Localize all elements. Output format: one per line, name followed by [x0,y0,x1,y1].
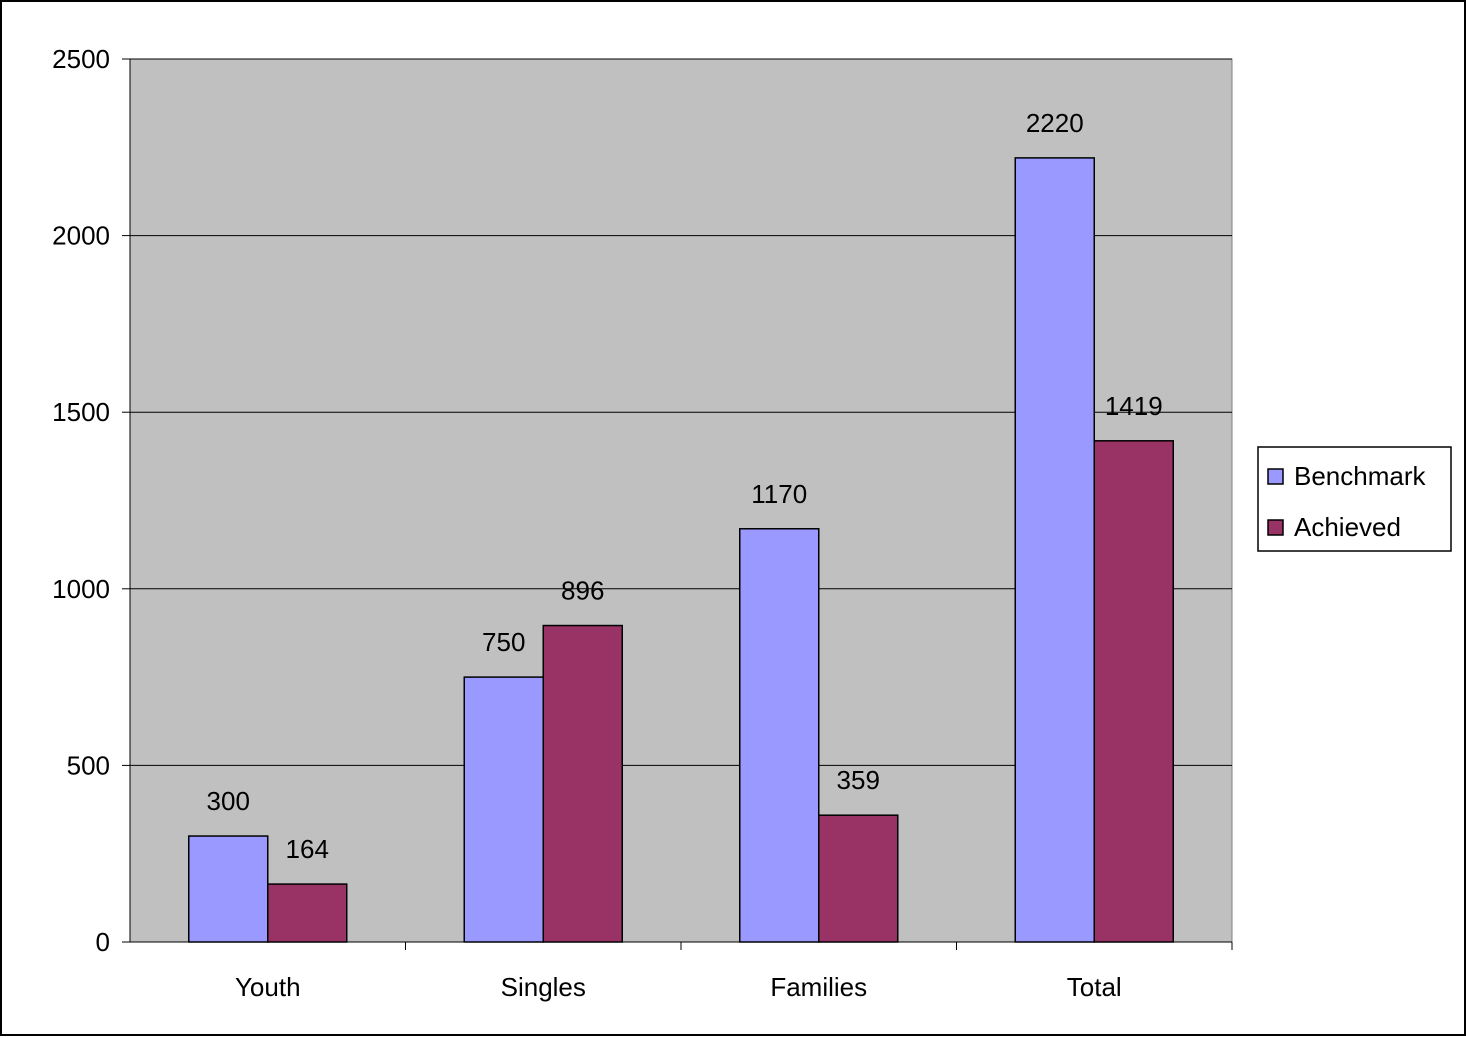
bar-achieved-families [818,814,899,943]
legend-label-achieved: Achieved [1294,512,1401,542]
bar-achieved-singles [542,624,623,943]
y-tick-label: 0 [96,927,110,957]
data-label: 896 [561,576,604,606]
bar-achieved-youth [267,883,348,943]
data-label: 359 [837,765,880,795]
data-label: 2220 [1026,108,1084,138]
bar-benchmark-singles [463,676,544,943]
x-tick-label: Singles [501,972,586,1002]
y-tick-label: 2500 [52,44,110,74]
bar-benchmark-youth [188,835,269,943]
y-tick-label: 1000 [52,574,110,604]
legend: Benchmark Achieved [1257,446,1452,552]
bar-benchmark-total [1014,157,1095,943]
legend-label-benchmark: Benchmark [1294,461,1426,491]
y-tick-label: 2000 [52,221,110,251]
data-label: 1170 [751,479,807,509]
y-tick-label: 500 [67,750,110,780]
legend-swatch-benchmark [1267,468,1284,485]
data-label: 300 [207,786,250,816]
plot-area: 0 500 1000 1500 2000 2500 Youth 300 164 Singles 75… [52,44,1233,1002]
data-label: 164 [286,834,329,864]
y-tick-label: 1500 [52,397,110,427]
x-tick-label: Youth [235,972,301,1002]
x-tick-label: Families [770,972,867,1002]
bar-achieved-total [1093,440,1174,943]
data-label: 1419 [1105,391,1163,421]
bar-benchmark-families [739,528,820,943]
legend-box [1257,446,1452,552]
x-tick-label: Total [1067,972,1122,1002]
data-label: 750 [482,627,525,657]
legend-swatch-achieved [1267,519,1284,536]
